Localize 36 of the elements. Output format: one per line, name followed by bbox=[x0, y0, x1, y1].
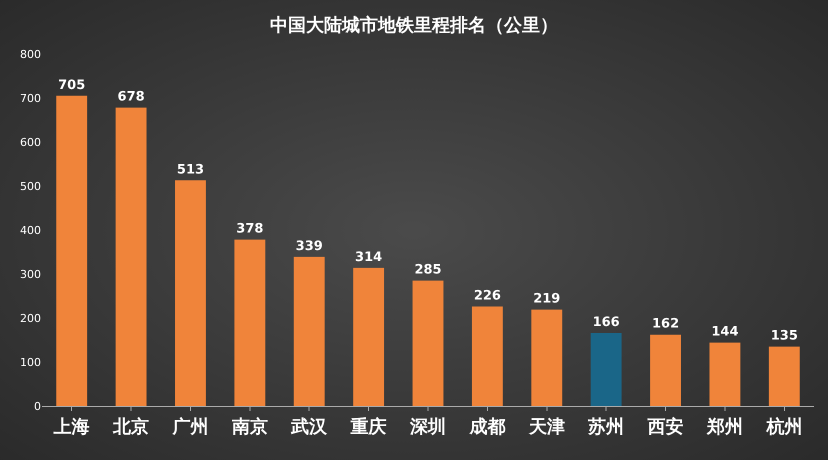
data-label: 705 bbox=[58, 78, 86, 93]
data-label: 378 bbox=[236, 222, 264, 237]
data-label: 162 bbox=[652, 316, 680, 332]
data-label: 678 bbox=[118, 90, 145, 105]
data-label: 314 bbox=[355, 250, 382, 265]
x-tick-label: 苏州 bbox=[587, 416, 624, 438]
data-label: 135 bbox=[770, 328, 798, 344]
x-tick-label: 北京 bbox=[112, 416, 150, 438]
y-tick-label: 400 bbox=[20, 224, 41, 237]
x-tick-label: 天津 bbox=[528, 416, 565, 438]
y-tick-label: 500 bbox=[20, 180, 41, 193]
x-tick-label: 广州 bbox=[171, 416, 208, 438]
data-label: 219 bbox=[533, 292, 560, 307]
x-tick-label: 武汉 bbox=[290, 416, 328, 438]
x-tick-label: 西安 bbox=[646, 416, 684, 438]
data-label: 285 bbox=[414, 262, 442, 278]
y-tick-label: 0 bbox=[34, 400, 41, 413]
data-label: 513 bbox=[176, 162, 204, 178]
data-label: 226 bbox=[474, 288, 501, 304]
y-tick-label: 700 bbox=[20, 92, 41, 105]
x-tick-label: 杭州 bbox=[765, 416, 802, 438]
y-tick-label: 800 bbox=[20, 48, 41, 61]
x-tick-label: 南京 bbox=[230, 416, 268, 438]
x-tick-label: 重庆 bbox=[350, 416, 387, 438]
data-label: 339 bbox=[296, 238, 323, 254]
chart-title: 中国大陆城市地铁里程排名（公里） bbox=[270, 15, 558, 36]
data-label: 166 bbox=[592, 314, 620, 330]
x-tick-label: 成都 bbox=[468, 416, 506, 438]
data-label: 144 bbox=[711, 324, 738, 340]
y-tick-label: 200 bbox=[20, 312, 41, 325]
x-tick-label: 上海 bbox=[52, 416, 90, 438]
y-tick-label: 100 bbox=[20, 356, 41, 369]
x-tick-label: 深圳 bbox=[409, 416, 446, 438]
x-tick-label: 郑州 bbox=[706, 416, 743, 438]
y-tick-label: 300 bbox=[20, 268, 41, 281]
y-tick-label: 600 bbox=[20, 136, 41, 149]
